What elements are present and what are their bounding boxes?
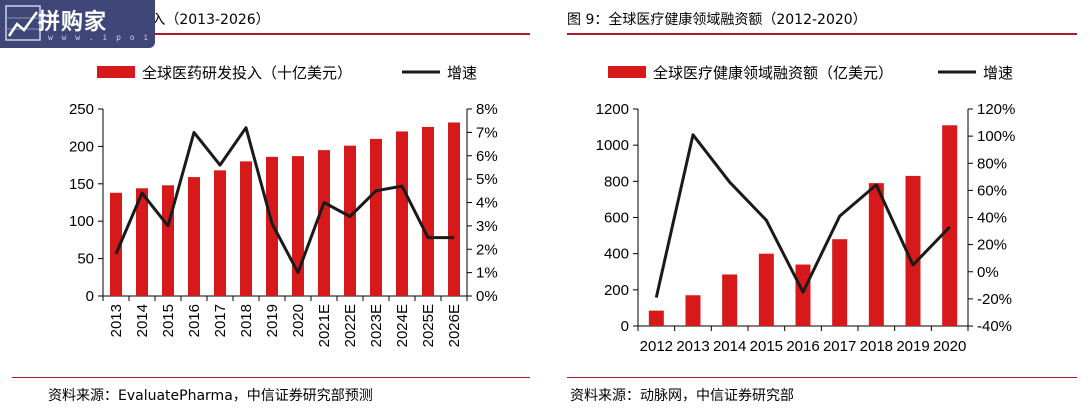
- bar-2016: [795, 264, 811, 326]
- bar-2012: [648, 310, 664, 326]
- right-y-tick-label: 8%: [476, 101, 498, 118]
- right-y-tick-label: 40%: [977, 210, 1007, 227]
- right-y-tick-label: 6%: [476, 148, 498, 165]
- right-y-tick-label: 120%: [977, 101, 1015, 118]
- x-tick-label: 2022E: [342, 304, 359, 347]
- x-tick-label: 2013: [108, 304, 125, 337]
- bar-2017: [832, 239, 848, 326]
- bar-2020: [942, 125, 958, 327]
- x-tick-label: 2012: [640, 338, 673, 355]
- right-y-tick-label: 2%: [476, 241, 498, 258]
- x-tick-label: 2017: [823, 338, 856, 355]
- right-y-tick-label: 1%: [476, 265, 498, 282]
- chart-logo-icon: [5, 5, 41, 41]
- x-tick-label: 2017: [212, 304, 229, 337]
- x-tick-label: 2025E: [420, 304, 437, 347]
- x-tick-label: 2020: [290, 304, 307, 337]
- right-y-tick-label: 5%: [476, 171, 498, 188]
- bar-2018: [868, 183, 884, 326]
- right-title-rule: [567, 33, 1077, 35]
- right-y-tick-label: -40%: [977, 318, 1012, 335]
- left-y-tick-label: 400: [604, 246, 629, 263]
- x-tick-label: 2020: [933, 338, 966, 355]
- x-tick-label: 2026E: [446, 304, 463, 347]
- right-chart-panel: 图 9：全球医疗健康领域融资额（2012-2020） 0 200 400 600 800…: [545, 0, 1090, 418]
- x-tick-label: 2021E: [316, 304, 333, 347]
- right-y-tick-label: 4%: [476, 195, 498, 212]
- x-tick-label: 2015: [160, 304, 177, 337]
- right-y-tick-label: -20%: [977, 291, 1012, 308]
- bar-2015: [758, 253, 774, 326]
- x-tick-label: 2019: [264, 304, 281, 337]
- left-title-rule: [12, 33, 530, 35]
- legend-bar-swatch: [608, 66, 646, 78]
- x-tick-label: 2014: [713, 338, 746, 355]
- x-tick-label: 2015: [750, 338, 783, 355]
- bar-2020: [292, 156, 304, 296]
- watermark-logo: 拼购家 w w w . i p o i p o . c n: [0, 0, 155, 48]
- right-chart-title: 图 9：全球医疗健康领域融资额（2012-2020）: [567, 12, 867, 28]
- bar-2013: [685, 295, 701, 326]
- left-chart-panel: 图 8：全球医药研发投入（2013-2026） 0501001502002500…: [12, 12, 530, 404]
- legend-line-label: 增速: [447, 65, 477, 82]
- legend-bar-label: 全球医疗健康领域融资额（亿美元）: [653, 64, 893, 82]
- bar-2014: [722, 274, 738, 326]
- watermark-name: 拼购家: [38, 10, 108, 35]
- x-tick-label: 2018: [860, 338, 893, 355]
- x-tick-label: 2014: [134, 304, 151, 337]
- bar-2013: [110, 192, 122, 296]
- left-y-tick-label: 150: [69, 176, 94, 193]
- x-tick-label: 2023E: [368, 304, 385, 347]
- legend-line-label: 增速: [983, 65, 1013, 82]
- right-y-tick-label: 0%: [476, 288, 498, 305]
- left-y-tick-label: 0: [86, 288, 94, 305]
- right-source-rule: [567, 377, 1077, 378]
- left-y-tick-label: 50: [77, 251, 94, 268]
- bar-2024e: [396, 131, 408, 296]
- x-tick-label: 2016: [186, 304, 203, 337]
- left-y-tick-label: 250: [69, 101, 94, 118]
- right-y-tick-label: 80%: [977, 155, 1007, 172]
- left-y-tick-label: 200: [604, 282, 629, 299]
- left-y-tick-label: 0: [621, 318, 629, 335]
- left-chart-source: 资料来源：EvaluatePharma，中信证券研究部预测: [48, 388, 373, 404]
- left-y-tick-label: 1200: [596, 101, 629, 118]
- left-source-rule: [12, 377, 530, 378]
- right-y-tick-label: 0%: [977, 264, 999, 281]
- right-chart-source: 资料来源：动脉网，中信证券研究部: [570, 388, 794, 404]
- bar-2016: [188, 177, 200, 296]
- growth-rate-line: [114, 126, 454, 275]
- bar-2019: [905, 175, 921, 326]
- x-tick-label: 2024E: [394, 304, 411, 347]
- right-y-tick-label: 20%: [977, 237, 1007, 254]
- right-y-tick-label: 60%: [977, 182, 1007, 199]
- watermark-url: w w w . i p o i p o . c n: [48, 33, 155, 42]
- right-chart: 0 200 400 600 800 1000 1200 -40% -20% 0% 20% 40% 60%…: [596, 64, 1016, 355]
- left-y-tick-label: 200: [69, 138, 94, 155]
- right-y-tick-label: 3%: [476, 218, 498, 235]
- left-y-tick-label: 800: [604, 173, 629, 190]
- left-y-tick-label: 1000: [596, 137, 629, 154]
- bar-2026e: [448, 122, 460, 297]
- bar-2017: [214, 170, 226, 296]
- bar-2015: [162, 185, 174, 296]
- bar-2021e: [318, 150, 330, 296]
- legend-bar-label: 全球医药研发投入（十亿美元）: [142, 64, 352, 82]
- bar-2025e: [422, 126, 434, 297]
- left-y-tick-label: 600: [604, 210, 629, 227]
- bar-2018: [240, 161, 252, 296]
- x-tick-label: 2016: [786, 338, 819, 355]
- left-chart: 0 50 100 150 200 250 0% 1% 2% 3% 4% 5% 6% 7% 8% 2013 201…: [69, 64, 498, 347]
- x-tick-label: 2018: [238, 304, 255, 337]
- bar-2023e: [370, 138, 382, 296]
- x-tick-label: 2013: [676, 338, 709, 355]
- legend-bar-swatch: [97, 66, 135, 78]
- bar-2022e: [344, 145, 356, 296]
- x-tick-label: 2019: [896, 338, 929, 355]
- right-y-tick-label: 7%: [476, 124, 498, 141]
- right-y-tick-label: 100%: [977, 128, 1015, 145]
- bar-2014: [136, 188, 148, 296]
- left-y-tick-label: 100: [69, 213, 94, 230]
